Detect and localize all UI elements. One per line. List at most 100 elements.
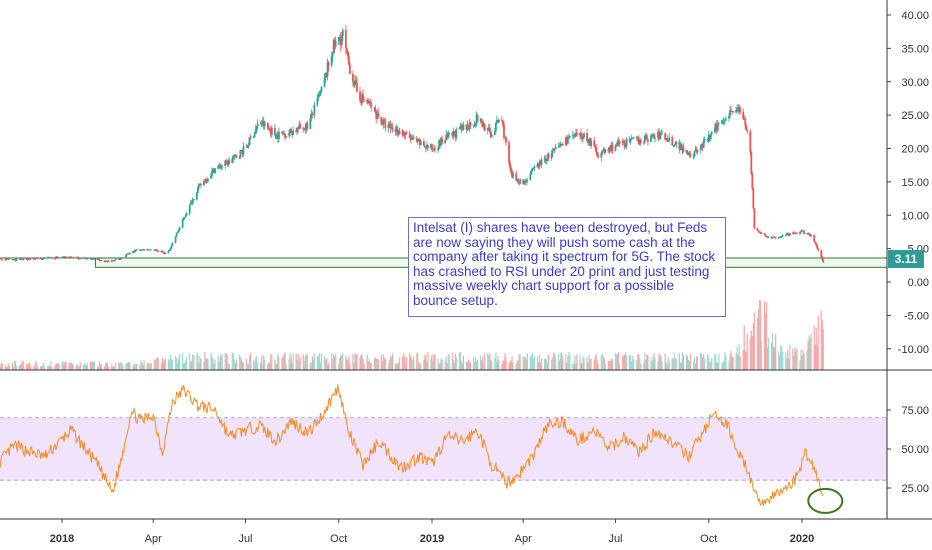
candle-body bbox=[680, 143, 683, 151]
volume-bar bbox=[57, 364, 59, 370]
volume-bar bbox=[338, 363, 340, 370]
volume-bar bbox=[394, 363, 397, 370]
candle-body bbox=[792, 232, 795, 234]
price-tick-label: 20.00 bbox=[901, 144, 929, 156]
volume-bar bbox=[413, 356, 415, 370]
candle-body bbox=[510, 167, 512, 173]
volume-bar bbox=[196, 354, 198, 370]
volume-bar bbox=[552, 356, 554, 370]
candle-body bbox=[686, 150, 689, 155]
candle-body bbox=[162, 252, 165, 254]
volume-bar bbox=[526, 353, 528, 370]
volume-bar bbox=[511, 356, 513, 370]
volume-bar bbox=[134, 365, 136, 370]
candle-body bbox=[348, 64, 351, 74]
volume-bar bbox=[367, 361, 369, 370]
volume-bar bbox=[504, 353, 506, 370]
volume-bar bbox=[586, 357, 588, 370]
candle-body bbox=[119, 258, 122, 260]
candle-body bbox=[566, 137, 569, 144]
candle-body bbox=[203, 181, 205, 186]
candle-body bbox=[581, 136, 583, 139]
volume-bar bbox=[383, 358, 385, 370]
volume-bar bbox=[651, 356, 653, 370]
volume-bar bbox=[396, 363, 399, 370]
volume-bar bbox=[543, 359, 546, 370]
volume-bar bbox=[639, 357, 641, 370]
volume-bar bbox=[423, 359, 425, 370]
candle-body bbox=[252, 137, 255, 138]
candle-body bbox=[448, 132, 451, 134]
volume-bar bbox=[170, 358, 173, 370]
volume-bar bbox=[108, 366, 110, 370]
volume-bar bbox=[781, 346, 783, 370]
volume-bar bbox=[192, 354, 194, 370]
volume-bar bbox=[515, 363, 517, 370]
candle-body bbox=[623, 140, 626, 147]
candle-body bbox=[681, 146, 684, 151]
candle-body bbox=[133, 251, 135, 253]
candle-body bbox=[770, 236, 773, 239]
volume-bar bbox=[207, 358, 209, 370]
volume-bar bbox=[304, 356, 306, 370]
candle-body bbox=[815, 242, 818, 246]
volume-bar bbox=[56, 363, 58, 370]
candle-body bbox=[338, 37, 341, 40]
candle-body bbox=[120, 257, 123, 259]
volume-bar bbox=[808, 335, 810, 370]
volume-bar bbox=[629, 355, 631, 370]
volume-bar bbox=[709, 362, 711, 370]
volume-bar bbox=[770, 342, 773, 370]
candle-body bbox=[75, 257, 78, 259]
volume-bar bbox=[211, 355, 213, 370]
candle-body bbox=[106, 261, 109, 262]
candle-body bbox=[715, 124, 718, 131]
volume-bar bbox=[558, 353, 560, 370]
candle-body bbox=[737, 108, 740, 112]
volume-bar bbox=[157, 358, 159, 370]
volume-bar bbox=[489, 353, 491, 370]
volume-bar bbox=[488, 355, 490, 370]
volume-bar bbox=[596, 360, 598, 370]
candle-body bbox=[167, 250, 170, 253]
volume-bar bbox=[232, 353, 234, 370]
volume-bar bbox=[576, 354, 578, 370]
candle-body bbox=[511, 172, 513, 178]
volume-bar bbox=[58, 363, 60, 370]
candle-body bbox=[384, 121, 387, 129]
volume-bar bbox=[614, 352, 617, 370]
volume-bar bbox=[6, 366, 8, 370]
volume-bar bbox=[328, 362, 330, 370]
volume-bar bbox=[242, 362, 245, 370]
volume-bar bbox=[221, 355, 223, 370]
candle-body bbox=[188, 204, 191, 214]
volume-bar bbox=[395, 363, 398, 370]
volume-bar bbox=[119, 363, 121, 370]
candle-body bbox=[785, 233, 788, 235]
volume-bar bbox=[296, 359, 298, 370]
volume-bar bbox=[15, 365, 17, 370]
candle-body bbox=[8, 258, 11, 260]
candle-body bbox=[444, 140, 447, 144]
candle-body bbox=[168, 250, 171, 251]
volume-bar bbox=[607, 361, 609, 370]
candle-body bbox=[143, 249, 146, 251]
candle-body bbox=[412, 137, 415, 139]
volume-bar bbox=[0, 366, 1, 370]
volume-bar bbox=[412, 359, 414, 370]
candle-body bbox=[354, 80, 356, 86]
candle-body bbox=[462, 124, 465, 130]
candle-body bbox=[195, 192, 198, 200]
volume-bar bbox=[517, 360, 519, 370]
candle-body bbox=[609, 146, 612, 150]
volume-bar bbox=[40, 366, 42, 370]
volume-bar bbox=[441, 359, 443, 370]
volume-bar bbox=[44, 366, 46, 370]
candle-body bbox=[425, 146, 427, 149]
volume-bar bbox=[163, 359, 165, 370]
candle-body bbox=[472, 125, 475, 126]
candle-body bbox=[177, 230, 180, 233]
candle-body bbox=[597, 155, 600, 158]
candle-body bbox=[184, 215, 187, 218]
volume-bar bbox=[646, 354, 648, 370]
